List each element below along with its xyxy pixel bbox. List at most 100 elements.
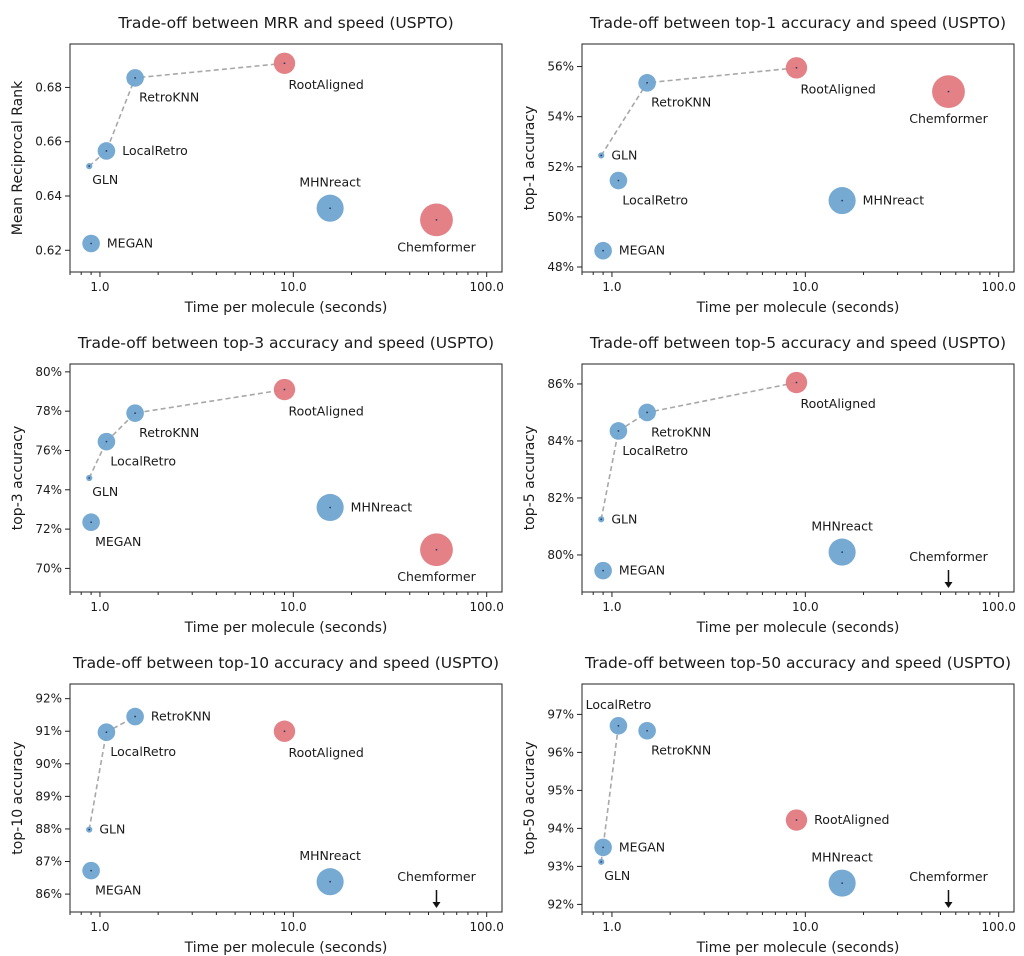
chart-svg: Trade-off between top-50 accuracy and sp… <box>522 654 1016 956</box>
chart-svg: Trade-off between top-5 accuracy and spe… <box>522 334 1016 636</box>
chart-svg: Trade-off between top-3 accuracy and spe… <box>10 334 504 636</box>
point-label-localretro: LocalRetro <box>622 443 688 458</box>
point-center-mhnreact <box>841 882 844 885</box>
point-label-chemformer: Chemformer <box>397 239 476 254</box>
point-label-localretro: LocalRetro <box>110 453 176 468</box>
off-chart-label: Chemformer <box>397 869 476 884</box>
x-tick-label: 1.0 <box>602 280 621 294</box>
x-tick-label: 100.0 <box>470 280 504 294</box>
x-tick-label: 1.0 <box>90 920 109 934</box>
point-center-chemformer <box>435 218 438 221</box>
pareto-frontier-line <box>600 67 797 156</box>
point-label-localretro: LocalRetro <box>110 744 176 759</box>
y-axis-label: Mean Reciprocal Rank <box>10 80 26 235</box>
x-tick-label: 1.0 <box>90 600 109 614</box>
point-center-gln <box>600 860 603 863</box>
point-label-retroknn: RetroKNN <box>139 425 199 440</box>
point-center-mhnreact <box>841 199 844 202</box>
plot-frame <box>69 363 503 593</box>
off-chart-arrow <box>432 890 441 908</box>
y-tick-label: 74% <box>35 483 62 497</box>
y-tick-label: 56% <box>547 60 574 74</box>
point-center-rootaligned <box>283 388 286 391</box>
chart-top1: Trade-off between top-1 accuracy and spe… <box>512 0 1024 316</box>
y-tick-label: 82% <box>547 491 574 505</box>
point-center-rootaligned <box>795 66 798 69</box>
point-label-retroknn: RetroKNN <box>139 90 199 105</box>
point-center-megan <box>602 846 605 849</box>
y-tick-label: 94% <box>547 821 574 835</box>
y-tick-label: 72% <box>35 522 62 536</box>
chart-title: Trade-off between top-1 accuracy and spe… <box>589 14 1006 32</box>
y-tick-label: 0.68 <box>35 80 62 94</box>
point-center-retroknn <box>646 81 649 84</box>
point-center-retroknn <box>134 715 137 718</box>
chart-title: Trade-off between MRR and speed (USPTO) <box>117 14 453 32</box>
x-axis-label: Time per molecule (seconds) <box>696 940 900 956</box>
x-axis-label: Time per molecule (seconds) <box>696 620 900 636</box>
off-chart-arrow <box>944 570 953 588</box>
point-center-gln <box>600 154 603 157</box>
x-axis-label: Time per molecule (seconds) <box>184 620 388 636</box>
y-tick-label: 80% <box>35 365 62 379</box>
y-tick-label: 52% <box>547 160 574 174</box>
y-tick-label: 48% <box>547 260 574 274</box>
plot-frame <box>69 683 503 913</box>
point-label-megan: MEGAN <box>619 243 665 258</box>
y-tick-label: 92% <box>35 692 62 706</box>
point-center-localretro <box>617 179 620 182</box>
x-tick-label: 100.0 <box>982 280 1016 294</box>
point-center-megan <box>90 521 93 524</box>
point-label-gln: GLN <box>92 484 118 499</box>
y-tick-label: 76% <box>35 443 62 457</box>
point-label-localretro: LocalRetro <box>122 143 188 158</box>
y-tick-label: 96% <box>547 745 574 759</box>
chart-title: Trade-off between top-5 accuracy and spe… <box>589 334 1006 352</box>
point-label-retroknn: RetroKNN <box>651 424 711 439</box>
point-center-retroknn <box>134 77 137 79</box>
point-center-megan <box>90 869 93 872</box>
plot-frame <box>581 363 1015 593</box>
y-tick-label: 78% <box>35 404 62 418</box>
point-label-gln: GLN <box>92 172 118 187</box>
y-axis-label: top-5 accuracy <box>522 426 538 531</box>
pareto-frontier-line <box>88 388 285 479</box>
y-tick-label: 90% <box>35 757 62 771</box>
chart-svg: Trade-off between top-1 accuracy and spe… <box>522 14 1016 316</box>
point-label-retroknn: RetroKNN <box>151 709 211 724</box>
pareto-frontier-line <box>88 62 285 167</box>
point-center-rootaligned <box>795 381 798 384</box>
y-axis-label: top-10 accuracy <box>10 741 26 854</box>
x-axis-label: Time per molecule (seconds) <box>184 300 388 316</box>
point-center-gln <box>88 165 91 168</box>
point-label-localretro: LocalRetro <box>622 192 688 207</box>
y-tick-label: 50% <box>547 210 574 224</box>
plot-frame <box>581 43 1015 273</box>
chart-svg: Trade-off between MRR and speed (USPTO) 0… <box>10 14 504 316</box>
x-tick-label: 10.0 <box>280 920 307 934</box>
point-label-rootaligned: RootAligned <box>800 82 875 97</box>
chart-top3: Trade-off between top-3 accuracy and spe… <box>0 320 512 636</box>
point-label-megan: MEGAN <box>95 534 141 549</box>
x-tick-label: 100.0 <box>982 920 1016 934</box>
y-tick-label: 84% <box>547 434 574 448</box>
point-label-gln: GLN <box>611 511 637 526</box>
point-label-mhnreact: MHNreact <box>811 519 873 534</box>
point-label-mhnreact: MHNreact <box>811 850 873 865</box>
point-center-rootaligned <box>283 730 286 733</box>
x-tick-label: 1.0 <box>602 920 621 934</box>
x-tick-label: 100.0 <box>982 600 1016 614</box>
pareto-frontier-line <box>600 381 797 520</box>
y-tick-label: 80% <box>547 548 574 562</box>
pareto-frontier-line <box>600 725 620 862</box>
point-label-megan: MEGAN <box>619 839 665 854</box>
x-tick-label: 1.0 <box>90 280 109 294</box>
y-tick-label: 89% <box>35 789 62 803</box>
point-label-retroknn: RetroKNN <box>651 743 711 758</box>
chart-top5: Trade-off between top-5 accuracy and spe… <box>512 320 1024 636</box>
off-chart-label: Chemformer <box>909 549 988 564</box>
point-label-rootaligned: RootAligned <box>288 403 363 418</box>
point-label-mhnreact: MHNreact <box>863 193 925 208</box>
point-center-gln <box>88 477 91 479</box>
